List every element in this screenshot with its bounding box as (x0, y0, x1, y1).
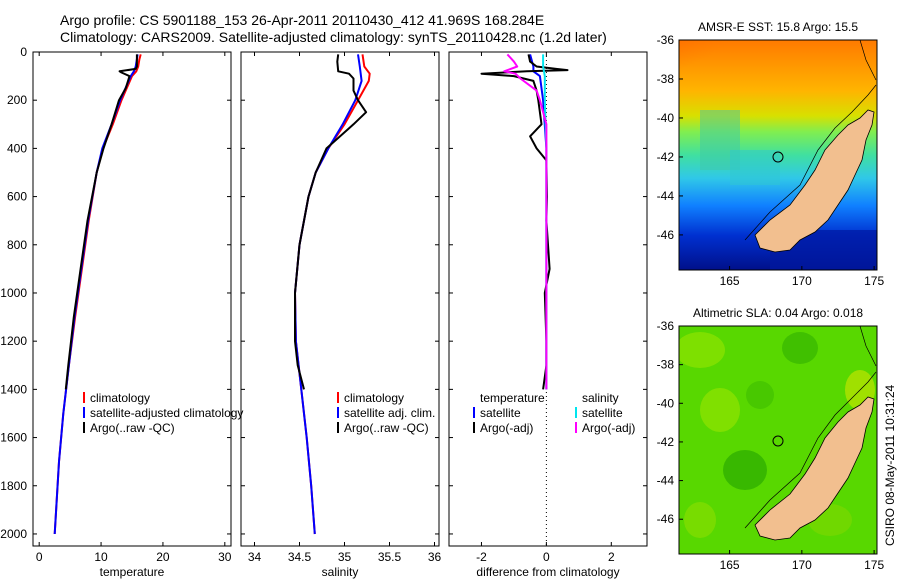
legend-label: climatology (90, 391, 150, 405)
map-y-tick-label: -44 (657, 189, 675, 203)
difference-legend: temperature satellite Argo(-adj) salinit… (473, 391, 635, 435)
series-line-argo-raw-qc- (294, 54, 368, 390)
legend-label: climatology (344, 391, 404, 405)
salinity-panel: 34 34.5 35 35.5 36 salinity (240, 51, 442, 579)
x-tick-label: 34 (248, 550, 262, 564)
x-axis-label: salinity (322, 565, 359, 579)
series-line-climatology (294, 54, 371, 535)
legend-title-salinity: salinity (582, 391, 619, 405)
series-line-salinity-argo-adj- (503, 53, 548, 390)
legend-title-temperature: temperature (480, 391, 545, 405)
x-tick-label: 36 (428, 550, 442, 564)
sst-warm-core (679, 40, 750, 80)
legend-label: satellite (582, 406, 623, 420)
figure-title-line1: Argo profile: CS 5901188_153 26-Apr-2011… (60, 12, 544, 28)
temperature-panel: 0 10 20 30 temperature 0 200 400 600 800 1000 1200 1… (0, 45, 232, 579)
map-x-tick-label: 170 (792, 558, 812, 572)
x-tick-label: 0 (36, 550, 43, 564)
series-line-temperature-argo-adj- (480, 54, 569, 390)
y-tick-label: 0 (20, 45, 27, 59)
y-tick-label: 1000 (0, 286, 27, 300)
map-y-tick-label: -38 (657, 358, 675, 372)
x-tick-label: 0 (543, 550, 550, 564)
legend-label: Argo(..raw -QC) (90, 421, 175, 435)
map-y-tick-label: -42 (657, 150, 675, 164)
x-axis-label: temperature (100, 565, 165, 579)
map-x-tick-label: 175 (864, 274, 884, 288)
x-tick-label: 10 (94, 550, 108, 564)
sla-map: Altimetric SLA: 0.04 Argo: 0.018 165 170 1… (657, 306, 885, 572)
map-y-tick-label: -38 (657, 72, 675, 86)
map-y-tick-label: -46 (657, 512, 675, 526)
x-axis-label: difference from climatology (476, 565, 619, 579)
x-tick-label: -2 (476, 550, 487, 564)
y-tick-label: 600 (7, 190, 27, 204)
map-x-tick-label: 165 (720, 274, 740, 288)
map-x-tick-label: 165 (720, 558, 740, 572)
map-x-tick-label: 175 (864, 558, 884, 572)
sla-argo-marker (772, 435, 784, 447)
sst-argo-marker (772, 151, 784, 163)
timestamp-stamp: CSIRO 08-May-2011 10:31:24 (883, 384, 897, 546)
plot-frame (240, 51, 440, 547)
x-tick-label: 20 (156, 550, 170, 564)
x-tick-label: 35 (338, 550, 352, 564)
sst-map-title: AMSR-E SST: 15.8 Argo: 15.5 (698, 20, 858, 34)
map-y-tick-label: -36 (657, 319, 675, 333)
y-tick-label: 800 (7, 238, 27, 252)
legend-label: satellite-adjusted climatology (90, 406, 243, 420)
sst-map-axes: 165 170 175 -36 -38 -40 -42 -44 -46 (657, 33, 885, 288)
map-y-tick-label: -44 (657, 474, 675, 488)
x-tick-label: 2 (608, 550, 615, 564)
y-tick-label: 1600 (0, 431, 27, 445)
map-x-tick-label: 170 (792, 274, 812, 288)
legend-label: Argo(-adj) (582, 421, 635, 435)
sla-map-title: Altimetric SLA: 0.04 Argo: 0.018 (693, 306, 863, 320)
y-tick-label: 2000 (0, 527, 27, 541)
temperature-legend: climatology satellite-adjusted climatolo… (83, 391, 243, 435)
map-y-tick-label: -46 (657, 228, 675, 242)
legend-label: Argo(-adj) (480, 421, 533, 435)
legend-label: Argo(..raw -QC) (344, 421, 429, 435)
series-line-climatology (53, 54, 142, 535)
sla-map-axes: 165 170 175 -36 -38 -40 -42 -44 -46 (657, 319, 885, 572)
plot-frame (448, 51, 648, 547)
y-tick-label: 1400 (0, 382, 27, 396)
series-line-argo-raw-qc- (64, 54, 138, 390)
x-tick-label: 34.5 (288, 550, 312, 564)
new-zealand-landmass (754, 109, 875, 253)
map-y-tick-label: -40 (657, 396, 675, 410)
y-tick-label: 1800 (0, 479, 27, 493)
plot-frame (32, 51, 232, 547)
y-tick-label: 1200 (0, 334, 27, 348)
sst-map: AMSR-E SST: 15.8 Argo: 15.5 165 170 175 -36… (657, 20, 885, 288)
new-zealand-landmass (754, 396, 875, 541)
map-y-tick-label: -36 (657, 33, 675, 47)
x-tick-label: 30 (218, 550, 232, 564)
figure-title-line2: Climatology: CARS2009. Satellite-adjuste… (60, 29, 607, 45)
legend-label: satellite adj. clim. (344, 406, 435, 420)
salinity-legend: climatology satellite adj. clim. Argo(..… (337, 391, 435, 435)
map-y-tick-label: -40 (657, 111, 675, 125)
y-tick-label: 400 (7, 141, 27, 155)
y-tick-label: 200 (7, 93, 27, 107)
map-y-tick-label: -42 (657, 435, 675, 449)
x-tick-label: 35.5 (378, 550, 402, 564)
legend-label: satellite (480, 406, 521, 420)
series-line-satellite-adjusted-climatology (53, 54, 139, 535)
